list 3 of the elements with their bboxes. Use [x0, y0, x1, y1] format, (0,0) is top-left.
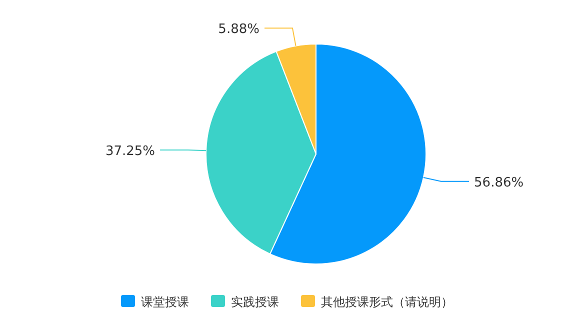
legend-label: 实践授课	[231, 295, 279, 309]
legend-label: 课堂授课	[141, 295, 189, 309]
legend-label: 其他授课形式（请说明）	[321, 295, 453, 309]
